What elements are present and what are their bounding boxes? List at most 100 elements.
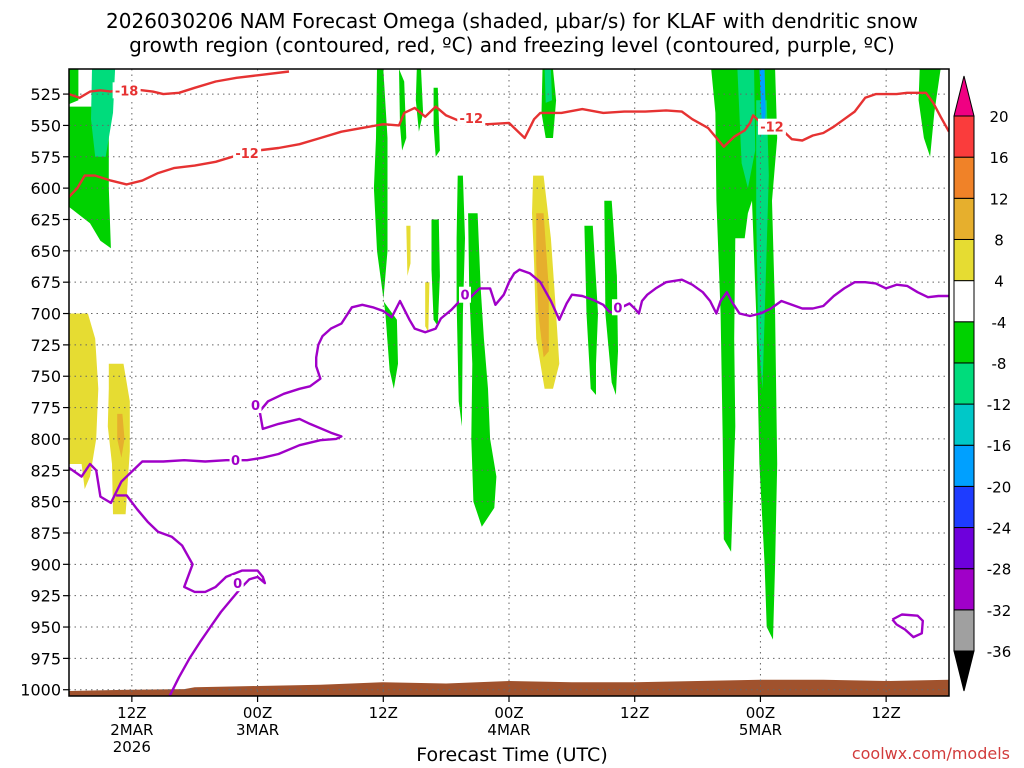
colorbar-box-7 — [953, 362, 975, 405]
colorbar-label-4: -20 — [987, 478, 1012, 496]
y-tick-label-550: 550 — [30, 116, 61, 135]
contour-label-2: -12 — [460, 112, 484, 127]
colorbar-box-4 — [953, 485, 975, 529]
x-tick-label-6-0: 12Z — [117, 704, 146, 722]
x-tick-label-30-0: 12Z — [369, 704, 398, 722]
colorbar: -36 -32 -28 -24 -20 -16 -12 -8 -4 4 8 12 16 20 — [953, 75, 1012, 692]
contour-label-bg-1 — [233, 145, 262, 162]
chart-title-line-1: 2026030206 NAM Forecast Omega (shaded, µ… — [106, 9, 918, 33]
omega-region-18 — [918, 69, 941, 157]
contour-layer — [69, 70, 949, 696]
colorbar-label-3: -24 — [987, 520, 1012, 538]
y-tick-label-675: 675 — [30, 273, 61, 292]
contour-label-bg-7 — [459, 286, 471, 303]
omega-region-6 — [433, 87, 440, 157]
y-tick-label-625: 625 — [30, 210, 61, 229]
y-axis: 525 550 575 600 625 650 675 700 725 750 775 800 825 8… — [20, 85, 69, 700]
omega-region-2 — [69, 69, 79, 105]
y-tick-label-525: 525 — [30, 85, 61, 104]
colorbar-top-arrow — [953, 75, 975, 117]
y-tick-label-750: 750 — [30, 367, 61, 386]
colorbar-label-11: 12 — [989, 190, 1008, 208]
colorbar-box-11 — [953, 197, 975, 240]
omega-region-5 — [415, 69, 424, 132]
terrain-fill — [69, 679, 949, 696]
x-tick-label-66-0: 00Z — [746, 704, 775, 722]
contour-3 — [116, 494, 267, 696]
colorbar-box-12 — [953, 156, 975, 199]
contour-4 — [891, 613, 924, 639]
contour-1 — [69, 91, 949, 198]
omega-region-16 — [756, 100, 769, 389]
contour-label-bg-0 — [112, 82, 141, 99]
contour-label-bg-5 — [229, 452, 242, 469]
x-tick-label-42-0: 00Z — [494, 704, 523, 722]
colorbar-label-10: 8 — [994, 231, 1004, 249]
grid-layer — [69, 69, 949, 696]
colorbar-box-1 — [953, 609, 975, 652]
contour-label-layer: -18 -12 -12 -12 0 0 0 0 0 — [112, 82, 786, 592]
y-tick-label-875: 875 — [30, 524, 61, 543]
colorbar-label-6: -12 — [987, 396, 1012, 414]
omega-region-23 — [425, 282, 430, 333]
contour-label-5: 0 — [231, 454, 240, 469]
x-axis-title: Forecast Time (UTC) — [416, 744, 608, 766]
x-tick-label-54-0: 12Z — [620, 704, 649, 722]
omega-region-13 — [604, 200, 618, 395]
colorbar-box-9 — [953, 280, 975, 323]
colorbar-label-5: -16 — [987, 437, 1012, 455]
colorbar-box-2 — [953, 568, 975, 611]
contour-label-0: -18 — [115, 84, 139, 99]
omega-region-21 — [117, 413, 125, 458]
contour-2 — [69, 268, 949, 505]
colorbar-box-8 — [953, 321, 975, 364]
colorbar-label-7: -8 — [992, 355, 1007, 373]
y-tick-label-925: 925 — [30, 587, 61, 606]
y-tick-label-775: 775 — [30, 399, 61, 418]
contour-label-8: 0 — [613, 301, 622, 316]
x-tick-label-78-0: 12Z — [871, 704, 900, 722]
x-tick-label-66-1: 5MAR — [739, 721, 782, 739]
y-tick-label-725: 725 — [30, 336, 61, 355]
chart-title-line-2: growth region (contoured, red, ºC) and f… — [129, 33, 895, 57]
y-tick-label-850: 850 — [30, 493, 61, 512]
site-credit[interactable]: coolwx.com/models — [851, 744, 1010, 763]
colorbar-box-13 — [953, 115, 975, 158]
terrain-layer — [69, 679, 949, 696]
colorbar-box-10 — [953, 238, 975, 282]
colorbar-bottom-arrow — [953, 650, 975, 692]
colorbar-box-6 — [953, 403, 975, 446]
colorbar-label-2: -28 — [987, 561, 1012, 579]
contour-label-bg-3 — [757, 118, 786, 135]
omega-region-7 — [431, 219, 440, 327]
y-tick-label-1000: 1000 — [20, 681, 61, 700]
omega-region-22 — [406, 225, 411, 276]
y-tick-label-700: 700 — [30, 305, 61, 324]
y-tick-label-825: 825 — [30, 461, 61, 480]
contour-label-bg-6 — [231, 575, 244, 592]
colorbar-label-8: -4 — [992, 314, 1007, 332]
omega-region-12 — [584, 225, 598, 395]
y-tick-label-975: 975 — [30, 649, 61, 668]
omega-region-19 — [69, 313, 99, 490]
colorbar-box-5 — [953, 444, 975, 487]
contour-label-1: -12 — [235, 147, 259, 162]
y-tick-label-575: 575 — [30, 148, 61, 167]
y-tick-label-600: 600 — [30, 179, 61, 198]
x-tick-label-18-0: 00Z — [243, 704, 272, 722]
y-tick-label-950: 950 — [30, 618, 61, 637]
omega-region-11 — [544, 69, 552, 103]
colorbar-label-12: 16 — [989, 149, 1008, 167]
y-tick-label-800: 800 — [30, 430, 61, 449]
x-tick-label-6-1: 2MAR — [110, 721, 153, 739]
x-tick-label-18-1: 3MAR — [236, 721, 279, 739]
contour-label-bg-2 — [457, 109, 486, 126]
omega-region-10 — [541, 69, 557, 138]
contour-0 — [69, 70, 290, 100]
contour-label-4: 0 — [251, 399, 260, 414]
colorbar-box-3 — [953, 527, 975, 570]
contour-label-7: 0 — [460, 289, 469, 304]
x-tick-label-42-1: 4MAR — [487, 721, 530, 739]
